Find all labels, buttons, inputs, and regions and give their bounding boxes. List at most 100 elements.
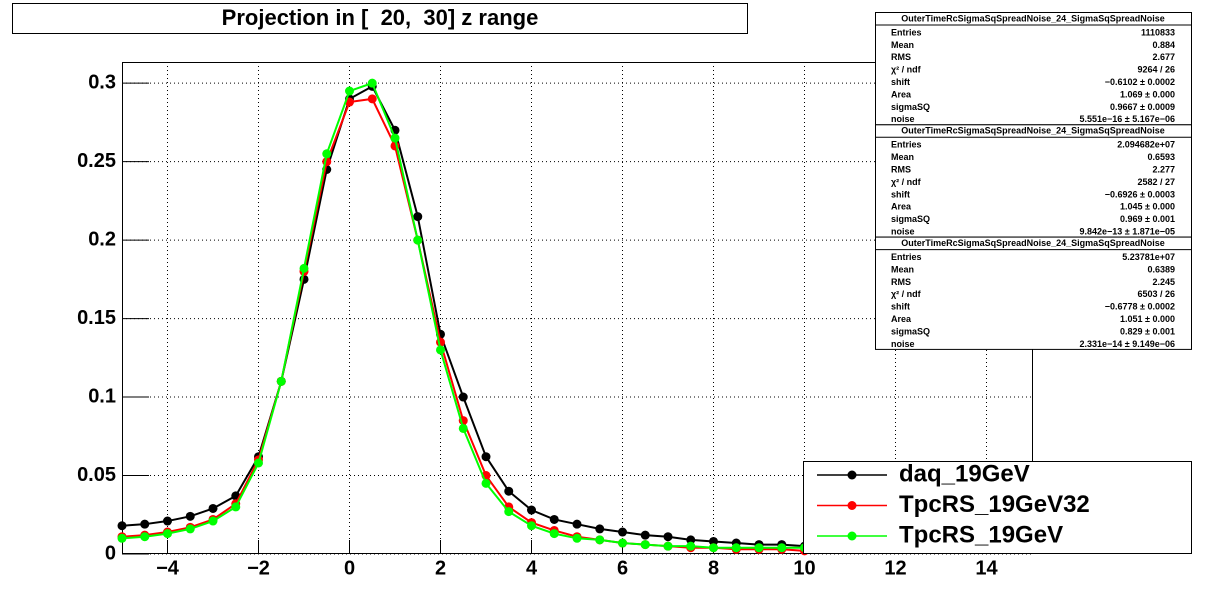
stats-value: 1.051 ± 0.000: [1120, 314, 1175, 324]
data-point: [640, 530, 650, 540]
legend-label: daq_19GeV: [899, 460, 1030, 487]
data-point: [458, 392, 468, 402]
data-point: [527, 521, 536, 531]
title-box: [12, 3, 748, 34]
stats-label: sigmaSQ: [891, 102, 930, 112]
legend-marker: [847, 531, 857, 541]
stats-label: χ² / ndf: [891, 289, 922, 299]
stats-label: RMS: [891, 277, 911, 287]
stats-value: 2582 / 27: [1137, 177, 1175, 187]
data-point: [413, 235, 423, 245]
stats-box: [875, 124, 1192, 238]
stats-value: 2.245: [1152, 277, 1175, 287]
legend-marker: [847, 501, 857, 510]
legend-label: TpcRS_19GeV: [899, 521, 1063, 548]
y-tick-label: 0.3: [88, 71, 116, 93]
stats-label: Entries: [891, 27, 922, 37]
stats-value: 2.677: [1152, 52, 1175, 62]
stats-label: RMS: [891, 52, 911, 62]
y-tick-label: 0.25: [77, 150, 116, 172]
stats-value: 5.23781e+07: [1122, 252, 1175, 262]
data-point: [504, 507, 514, 517]
data-point: [140, 519, 150, 529]
stats-value: 0.884: [1152, 40, 1175, 50]
stats-value: −0.6102 ± 0.0002: [1105, 77, 1175, 87]
chart-title: Projection in [ 20, 30] z range: [222, 5, 539, 30]
stats-box: [875, 12, 1192, 126]
stats-title: OuterTimeRcSigmaSqSpreadNoise_24_SigmaSq…: [901, 13, 1164, 23]
stats-value: 0.969 ± 0.001: [1120, 214, 1175, 224]
data-point: [390, 133, 400, 143]
stats-value: 0.6593: [1147, 152, 1175, 162]
stats-label: sigmaSQ: [891, 326, 930, 336]
stats-label: Mean: [891, 264, 914, 274]
data-point: [345, 86, 354, 96]
data-point: [572, 519, 582, 529]
stats-value: −0.6778 ± 0.0002: [1105, 302, 1175, 312]
data-point: [618, 527, 627, 537]
x-tick-label: 12: [884, 557, 906, 579]
data-point: [163, 516, 172, 526]
stats-box: [875, 236, 1192, 350]
stats-value: 9.842e−13 ± 1.871e−05: [1079, 226, 1175, 236]
data-point: [458, 423, 468, 433]
stats-title: OuterTimeRcSigmaSqSpreadNoise_24_SigmaSq…: [901, 126, 1164, 136]
data-point: [413, 212, 423, 222]
data-point: [663, 532, 673, 542]
data-point: [276, 376, 286, 386]
stats-label: Area: [891, 89, 912, 99]
data-point: [549, 529, 559, 539]
data-point: [436, 345, 445, 355]
data-point: [595, 524, 605, 534]
y-tick-label: 0.05: [77, 464, 116, 486]
stats-label: Mean: [891, 40, 914, 50]
stats-value: 1.045 ± 0.000: [1120, 202, 1175, 212]
x-tick-label: 10: [793, 557, 815, 579]
y-tick-label: 0.2: [88, 228, 116, 250]
data-point: [299, 263, 309, 273]
data-point: [572, 533, 582, 543]
stats-value: 0.9667 ± 0.0009: [1110, 102, 1175, 112]
data-point: [254, 458, 263, 468]
data-point: [504, 486, 514, 496]
data-point: [618, 538, 627, 548]
x-tick-label: −2: [247, 557, 270, 579]
stats-value: 2.094682e+07: [1117, 140, 1175, 150]
stats-value: 1110833: [1141, 27, 1175, 37]
data-point: [163, 529, 172, 539]
stats-label: shift: [891, 189, 910, 199]
data-point: [686, 541, 696, 551]
stats-value: 6503 / 26: [1137, 289, 1175, 299]
data-point: [709, 536, 718, 546]
x-tick-label: 4: [526, 557, 538, 579]
data-point: [777, 543, 787, 553]
stats-label: noise: [891, 114, 915, 124]
data-point: [527, 505, 536, 515]
stats-label: Entries: [891, 140, 922, 150]
data-point: [117, 533, 127, 543]
y-tick-label: 0.1: [88, 385, 116, 407]
x-tick-label: 2: [435, 557, 446, 579]
data-point: [367, 78, 377, 88]
data-point: [322, 149, 332, 159]
data-point: [208, 516, 218, 526]
data-point: [754, 543, 764, 553]
stats-label: Area: [891, 314, 912, 324]
y-tick-label: 0: [105, 542, 116, 564]
y-tick-label: 0.15: [77, 307, 116, 329]
x-tick-label: 14: [975, 557, 998, 579]
data-point: [549, 514, 559, 524]
stats-title: OuterTimeRcSigmaSqSpreadNoise_24_SigmaSq…: [901, 238, 1164, 248]
data-point: [185, 524, 195, 534]
stats-value: 1.069 ± 0.000: [1120, 89, 1175, 99]
stats-value: 0.6389: [1147, 264, 1175, 274]
data-point: [481, 452, 491, 462]
stats-label: shift: [891, 302, 910, 312]
stats-label: sigmaSQ: [891, 214, 930, 224]
stats-label: Area: [891, 202, 912, 212]
stats-value: 2.277: [1152, 164, 1175, 174]
stats-label: shift: [891, 77, 910, 87]
stats-value: 0.829 ± 0.001: [1120, 326, 1175, 336]
legend-box: [803, 461, 1192, 554]
